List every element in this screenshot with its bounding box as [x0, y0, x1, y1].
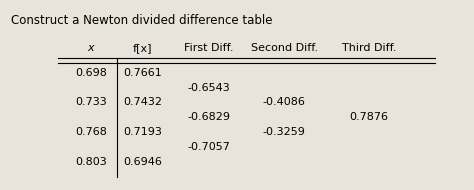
Text: 0.7193: 0.7193 — [123, 127, 162, 137]
Text: -0.6543: -0.6543 — [187, 82, 230, 93]
Text: -0.6829: -0.6829 — [187, 112, 230, 123]
Text: Second Diff.: Second Diff. — [251, 43, 318, 53]
Text: x: x — [88, 43, 94, 53]
Text: 0.698: 0.698 — [75, 67, 107, 78]
Text: Third Diff.: Third Diff. — [342, 43, 396, 53]
Text: 0.6946: 0.6946 — [123, 157, 162, 167]
Text: First Diff.: First Diff. — [184, 43, 234, 53]
Text: 0.733: 0.733 — [75, 97, 107, 108]
Text: Construct a Newton divided difference table: Construct a Newton divided difference ta… — [11, 14, 273, 28]
Text: 0.7432: 0.7432 — [123, 97, 162, 108]
Text: 0.768: 0.768 — [75, 127, 107, 137]
Text: 0.803: 0.803 — [75, 157, 107, 167]
Text: -0.3259: -0.3259 — [263, 127, 306, 137]
Text: 0.7876: 0.7876 — [349, 112, 388, 123]
Text: -0.7057: -0.7057 — [187, 142, 230, 152]
Text: 0.7661: 0.7661 — [123, 67, 162, 78]
Text: f[x]: f[x] — [133, 43, 153, 53]
Text: -0.4086: -0.4086 — [263, 97, 306, 108]
